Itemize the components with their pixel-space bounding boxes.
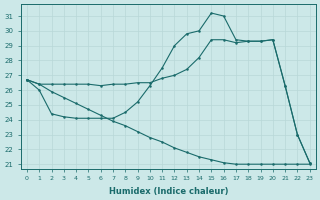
X-axis label: Humidex (Indice chaleur): Humidex (Indice chaleur) <box>108 187 228 196</box>
